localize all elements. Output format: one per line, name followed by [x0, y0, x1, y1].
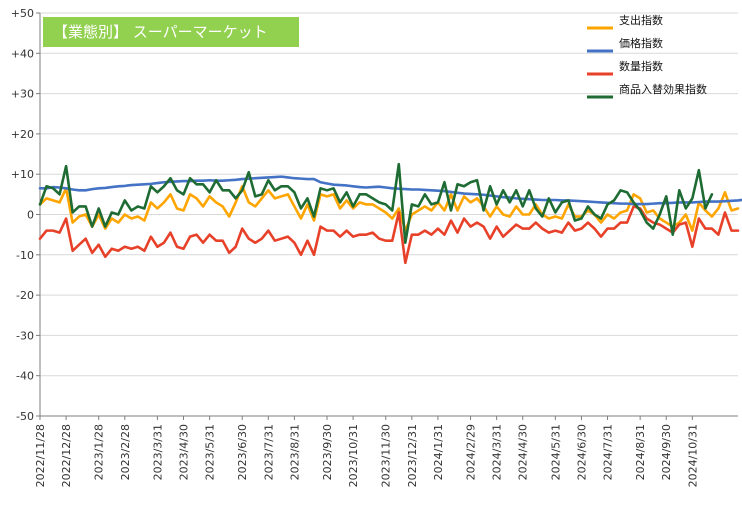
y-tick-label: +40	[11, 47, 34, 60]
y-tick-label: +10	[11, 168, 34, 181]
chart-title-box: 【業態別】 スーパーマーケット	[43, 17, 299, 47]
x-tick-label: 2024/4/30	[517, 424, 530, 480]
y-tick-label: -20	[16, 289, 34, 302]
legend-label: 数量指数	[619, 59, 663, 73]
x-tick-label: 2022/12/28	[60, 424, 73, 487]
legend-label: 商品入替効果指数	[619, 82, 707, 96]
x-tick-label: 2023/3/31	[151, 424, 164, 480]
y-tick-label: -30	[16, 329, 34, 342]
chart-title: 【業態別】 スーパーマーケット	[53, 23, 268, 41]
series-line-0	[38, 184, 740, 232]
y-tick-label: +30	[11, 88, 34, 101]
x-axis: 2022/11/28 2022/12/28 2023/1/28 2023/2/28 20…	[34, 415, 738, 487]
x-tick-label: 2023/6/30	[236, 424, 249, 480]
y-tick-label: 0	[27, 209, 34, 222]
x-tick-label: 2023/4/30	[178, 424, 191, 480]
y-tick-label: +50	[11, 7, 34, 20]
y-axis: +50 +40 +30 +20 +10 0 -10 -20 -30 -40 -50	[11, 7, 41, 423]
x-tick-label: 2023/8/31	[288, 424, 301, 480]
series-line-2	[38, 205, 740, 265]
x-tick-label: 2023/10/31	[347, 424, 360, 487]
x-tick-label: 2022/11/28	[34, 424, 47, 487]
y-tick-label: -50	[16, 410, 34, 423]
x-tick-label: 2023/2/28	[119, 424, 132, 480]
y-tick-label: -10	[16, 249, 34, 262]
legend-label: 支出指数	[619, 13, 663, 27]
x-tick-label: 2024/2/29	[465, 424, 478, 480]
y-tick-label: +20	[11, 128, 34, 141]
x-tick-label: 2024/10/31	[686, 424, 699, 487]
x-tick-label: 2023/5/31	[204, 424, 217, 480]
x-tick-label: 2024/3/31	[491, 424, 504, 480]
x-tick-label: 2024/9/30	[660, 424, 673, 480]
x-tick-label: 2023/1/28	[93, 424, 106, 480]
series-line-3	[38, 162, 714, 245]
x-tick-label: 2024/7/31	[602, 424, 615, 480]
y-tick-label: -40	[16, 370, 34, 383]
x-tick-label: 2024/6/30	[575, 424, 588, 480]
x-tick-label: 2024/1/31	[432, 424, 445, 480]
x-tick-label: 2023/7/31	[262, 424, 275, 480]
x-tick-label: 2024/8/31	[634, 424, 647, 480]
x-tick-label: 2023/11/30	[380, 424, 393, 487]
x-tick-label: 2024/5/31	[549, 424, 562, 480]
x-tick-label: 2023/12/31	[406, 424, 419, 487]
legend-label: 価格指数	[619, 36, 663, 50]
x-tick-label: 2023/9/30	[321, 424, 334, 480]
series-line-1	[38, 175, 742, 206]
chart-title-background	[43, 17, 299, 47]
series-layer	[38, 162, 742, 265]
